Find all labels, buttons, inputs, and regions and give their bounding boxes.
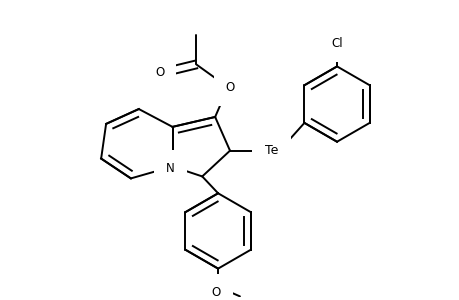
Text: N: N [166,162,174,175]
Text: O: O [225,81,234,94]
Text: O: O [155,66,164,79]
Text: O: O [211,286,220,299]
Text: Te: Te [264,144,278,157]
Text: Cl: Cl [330,37,342,50]
